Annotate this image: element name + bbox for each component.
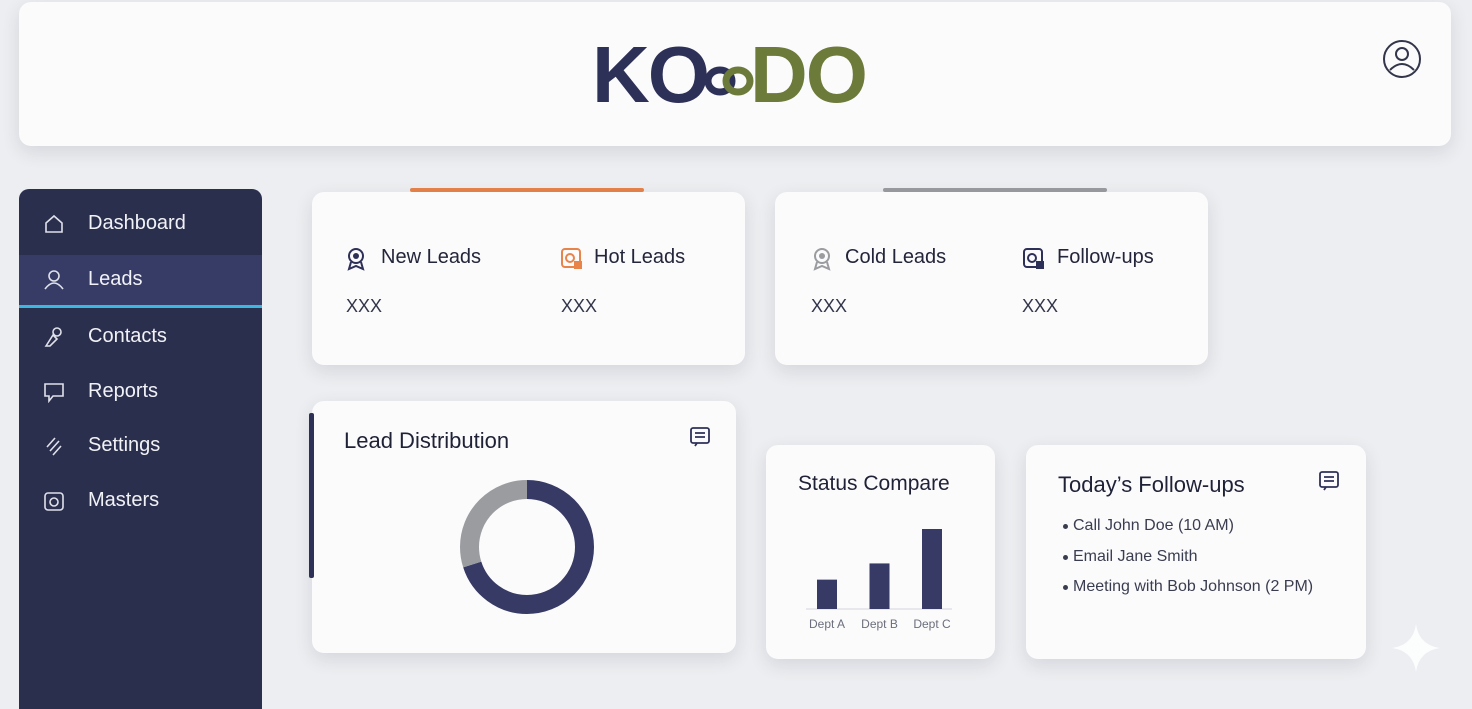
stat-value: XXX xyxy=(1022,296,1059,316)
stat-card: New Leads XXX Hot Leads XXX xyxy=(312,192,745,365)
icon xyxy=(44,327,62,347)
icon xyxy=(44,270,64,290)
icon xyxy=(44,383,64,403)
icon xyxy=(45,214,63,233)
stat-value: XXX xyxy=(346,296,383,316)
stat-value: XXX xyxy=(561,296,598,316)
sparkle xyxy=(1392,624,1440,672)
nav-label: Contacts xyxy=(88,325,167,347)
followup-item: Call John Doe (10 AM) xyxy=(1063,517,1234,534)
nav-item[interactable]: Leads xyxy=(19,255,262,308)
bar xyxy=(869,563,890,609)
donut-chart xyxy=(460,480,594,614)
accent-bar xyxy=(410,188,644,192)
nav-label: Settings xyxy=(88,434,161,456)
stat-label: Follow-ups xyxy=(1057,246,1154,268)
x-tick-label: Dept B xyxy=(861,617,898,631)
nav-item[interactable]: Reports xyxy=(19,367,262,417)
logo-left: KO xyxy=(592,30,710,119)
card-title: Today’s Follow-ups xyxy=(1058,472,1245,497)
accent-bar xyxy=(309,413,314,578)
lead-distribution-card: Lead Distribution xyxy=(312,401,736,653)
nav-item[interactable]: Settings xyxy=(19,421,262,471)
followups-card: Today’s Follow-ups Call John Doe (10 AM)… xyxy=(1026,445,1366,659)
nav-label: Masters xyxy=(88,489,160,511)
sidebar: Dashboard Leads Contacts Reports Setting… xyxy=(19,189,262,709)
logo: KO DO xyxy=(592,30,868,120)
card-title: Status Compare xyxy=(798,472,950,495)
stat-card: Cold Leads XXX Follow-ups XXX xyxy=(775,192,1208,365)
logo-link xyxy=(704,66,754,96)
nav-label: Leads xyxy=(88,268,143,290)
menu-icon[interactable] xyxy=(1318,470,1340,492)
stat-label: Cold Leads xyxy=(845,246,947,268)
icon xyxy=(561,248,582,269)
nav-label: Reports xyxy=(88,380,159,402)
profile-icon[interactable] xyxy=(1381,38,1423,80)
bar xyxy=(922,529,942,609)
icon xyxy=(347,248,365,271)
icon xyxy=(44,492,64,511)
stat-label: Hot Leads xyxy=(594,246,686,268)
nav-item[interactable]: Dashboard xyxy=(19,199,262,249)
nav-item[interactable]: Masters xyxy=(19,476,262,526)
nav-label: Dashboard xyxy=(88,212,186,234)
status-compare-card: Status Compare Dept A Dept B Dept C xyxy=(766,445,995,659)
accent-bar xyxy=(883,188,1107,192)
bar-chart: Dept A Dept B Dept C xyxy=(806,529,952,631)
header: KO DO xyxy=(19,2,1451,146)
x-tick-label: Dept C xyxy=(913,617,951,631)
stat-label: New Leads xyxy=(381,246,482,268)
logo-right: DO xyxy=(750,30,868,119)
icon xyxy=(46,437,62,456)
followup-item: Meeting with Bob Johnson (2 PM) xyxy=(1062,578,1314,595)
bar xyxy=(817,579,837,609)
menu-icon[interactable] xyxy=(689,426,711,448)
followup-item: Email Jane Smith xyxy=(1063,548,1198,565)
icon xyxy=(1023,248,1044,269)
stat-value: XXX xyxy=(811,296,848,316)
icon xyxy=(813,248,831,271)
nav-item[interactable]: Contacts xyxy=(19,312,262,362)
x-tick-label: Dept A xyxy=(809,617,845,631)
donut-segment xyxy=(460,480,594,614)
card-title: Lead Distribution xyxy=(344,428,510,453)
